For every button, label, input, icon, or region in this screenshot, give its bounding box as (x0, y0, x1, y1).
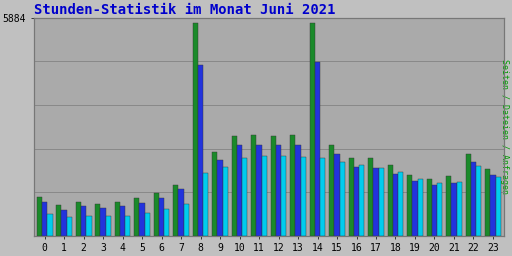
Bar (354, 167, 359, 236)
Bar (47, 214, 53, 236)
Bar (295, 145, 301, 236)
Bar (320, 158, 326, 236)
Bar (218, 160, 223, 236)
Bar (106, 216, 111, 236)
Bar (120, 206, 125, 236)
Bar (465, 154, 471, 236)
Bar (418, 179, 423, 236)
Bar (61, 210, 67, 236)
Text: Stunden-Statistik im Monat Juni 2021: Stunden-Statistik im Monat Juni 2021 (34, 3, 335, 17)
Bar (56, 205, 61, 236)
Bar (145, 214, 150, 236)
Bar (446, 176, 452, 236)
Bar (42, 202, 47, 236)
Bar (139, 203, 145, 236)
Bar (393, 174, 398, 236)
Bar (379, 168, 384, 236)
Bar (125, 216, 131, 236)
Bar (76, 202, 81, 236)
Bar (388, 165, 393, 236)
Bar (432, 185, 437, 236)
Bar (359, 165, 365, 236)
Bar (452, 184, 457, 236)
Bar (485, 169, 490, 236)
Bar (281, 156, 286, 236)
Bar (271, 136, 276, 236)
Bar (67, 217, 72, 236)
Bar (193, 23, 198, 236)
Bar (203, 173, 208, 236)
Bar (476, 166, 481, 236)
Bar (315, 62, 320, 236)
Bar (242, 158, 247, 236)
Bar (95, 204, 100, 236)
Bar (407, 175, 412, 236)
Bar (86, 216, 92, 236)
Bar (198, 66, 203, 236)
Bar (237, 145, 242, 236)
Bar (437, 183, 442, 236)
Bar (496, 177, 501, 236)
Bar (329, 145, 334, 236)
Bar (251, 135, 257, 236)
Bar (100, 208, 106, 236)
Bar (115, 202, 120, 236)
Bar (159, 198, 164, 236)
Bar (373, 168, 379, 236)
Bar (164, 209, 169, 236)
Bar (368, 158, 373, 236)
Bar (349, 158, 354, 236)
Bar (301, 157, 306, 236)
Bar (223, 167, 228, 236)
Y-axis label: Seiten / Dateien / Anfragen: Seiten / Dateien / Anfragen (500, 59, 509, 194)
Bar (257, 145, 262, 236)
Bar (262, 156, 267, 236)
Bar (179, 189, 184, 236)
Bar (290, 135, 295, 236)
Bar (334, 154, 339, 236)
Bar (184, 204, 189, 236)
Bar (339, 162, 345, 236)
Bar (490, 175, 496, 236)
Bar (412, 181, 418, 236)
Bar (231, 136, 237, 236)
Bar (81, 206, 86, 236)
Bar (310, 23, 315, 236)
Bar (212, 152, 218, 236)
Bar (37, 197, 42, 236)
Bar (276, 145, 281, 236)
Bar (398, 172, 403, 236)
Bar (471, 162, 476, 236)
Bar (173, 185, 179, 236)
Bar (457, 182, 462, 236)
Bar (134, 198, 139, 236)
Bar (426, 179, 432, 236)
Bar (154, 193, 159, 236)
